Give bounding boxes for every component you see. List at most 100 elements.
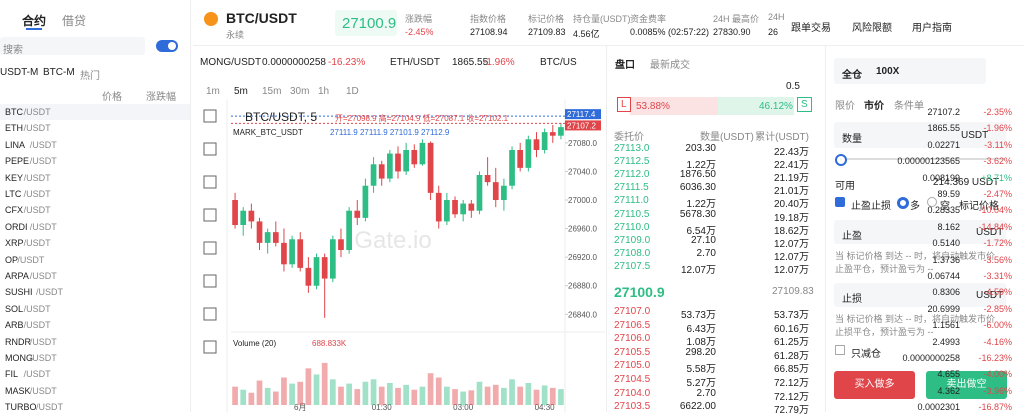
ask-qty: 27.10 [690, 234, 716, 246]
divider [193, 45, 1024, 46]
ask-qty: 1.22万 [686, 199, 716, 211]
qty-unit: USDT [961, 130, 989, 141]
radio[interactable] [927, 197, 937, 207]
chart-title: BTC/USDT, 5 [245, 110, 317, 124]
volume-bar [387, 383, 393, 405]
tab[interactable]: 盘口 [615, 60, 635, 71]
volume-bar [419, 386, 426, 405]
link[interactable]: 跟单交易 [791, 23, 831, 34]
bid-total: 61.25万 [773, 337, 809, 349]
candle-body [321, 257, 328, 279]
tab[interactable]: 条件单 [894, 101, 924, 112]
search-box[interactable] [0, 37, 145, 55]
trigger-type[interactable]: 标记价格 [959, 201, 999, 212]
unit: USDT [976, 227, 1004, 238]
timeframe[interactable]: 5m [234, 86, 248, 97]
volume-bar [460, 391, 467, 405]
ohlc: 开=27098.9 高=27104.9 低=27087.1 收=27102.1 [335, 113, 509, 123]
tp-label: 止盈 [842, 231, 862, 242]
short-pct: 46.12% [759, 101, 793, 112]
tab[interactable]: 热门 [80, 71, 100, 82]
qty-input[interactable] [834, 122, 1006, 148]
symbol: SUSHI [5, 287, 33, 298]
volume-bar [533, 389, 540, 405]
candle-body [411, 150, 418, 165]
symbol: ARPA [5, 271, 29, 281]
change: -14.84% [978, 221, 1012, 232]
stat-label: 资金费率 [630, 14, 667, 24]
slider-knob[interactable] [835, 154, 847, 166]
bid-total: 72.12万 [773, 391, 809, 403]
checkbox[interactable] [835, 197, 845, 207]
tab[interactable]: 市价 [864, 101, 884, 112]
timeframe[interactable]: 1D [346, 86, 359, 97]
volume-bar [501, 387, 507, 405]
volume-bar [492, 384, 499, 405]
timeframe[interactable]: 1h [318, 86, 330, 97]
volume-bar [329, 379, 336, 405]
link[interactable]: 用户指南 [912, 23, 952, 34]
slider[interactable] [840, 158, 1005, 160]
checkbox[interactable] [835, 345, 845, 355]
long-ratio-bar [630, 97, 718, 115]
change: -16.23% [978, 353, 1012, 363]
candle-body [501, 185, 507, 200]
bid-total: 72.12万 [773, 378, 809, 389]
buy-button[interactable]: 买入做多 [834, 371, 915, 399]
tab[interactable]: 合约 [22, 14, 47, 28]
volume-bar [476, 381, 483, 405]
link[interactable]: 风险限额 [852, 23, 892, 34]
ask-total: 12.07万 [773, 264, 809, 276]
long-pct: 53.88% [636, 101, 670, 112]
row-highlight [0, 104, 190, 120]
candle-body [492, 182, 499, 200]
step-select[interactable]: 0.5 [786, 81, 800, 92]
candle-body [305, 267, 312, 286]
candle-body [313, 257, 320, 286]
volume-bar [558, 389, 564, 405]
y-tick-label: 26840.0 [568, 310, 597, 319]
bid-price: 27103.5 [614, 401, 651, 413]
volume-bar [541, 385, 548, 405]
ask-total: 12.07万 [773, 251, 809, 263]
radio[interactable] [897, 197, 909, 209]
radio-label: 多 [910, 201, 920, 212]
ask-price: 27109.0 [614, 234, 651, 246]
chart-tab: ETH/USDT [390, 57, 440, 68]
sl-input[interactable] [834, 283, 1006, 307]
candle-body [387, 153, 393, 179]
tab[interactable]: 最新成交 [650, 60, 690, 71]
chart-tab: BTC/US [540, 57, 577, 68]
tp-input[interactable] [834, 220, 1006, 244]
timeframe[interactable]: 1m [206, 86, 220, 97]
timeframe[interactable]: 30m [290, 86, 310, 97]
candle-body [281, 242, 287, 265]
symbol: ETH [5, 123, 23, 134]
volume-name: Volume (20) [233, 339, 276, 348]
ask-total: 12.07万 [773, 238, 809, 250]
candle-body [272, 232, 279, 243]
tab[interactable]: BTC-M [43, 67, 75, 78]
quote: /USDT [23, 303, 51, 314]
symbol[interactable]: BTC/USDT [226, 10, 297, 26]
mark-name: MARK_BTC_USDT [233, 128, 303, 137]
book-last-price: 27100.9 [614, 284, 665, 300]
column-header: 数量(USDT) [700, 132, 754, 143]
price: 0.8306 [932, 287, 960, 298]
leverage-select[interactable] [834, 58, 986, 84]
timeframe[interactable]: 15m [262, 86, 282, 97]
tab[interactable]: 借贷 [62, 14, 87, 28]
quote: /USDT [23, 189, 51, 199]
candle-body [338, 239, 344, 250]
y-tick-label: 27000.0 [568, 196, 597, 205]
tab[interactable]: USDT-M [0, 67, 39, 78]
volume-bar [411, 389, 418, 405]
radio-label: 空 [940, 201, 950, 212]
tpsl-label: 止盈止损 [851, 201, 891, 212]
stat-label: 涨跌幅 [405, 14, 433, 24]
candle-body [232, 200, 238, 225]
sell-button[interactable]: 卖出做空 [926, 371, 1007, 399]
tab[interactable]: 限价 [835, 101, 855, 112]
contract-type: 永续 [226, 30, 245, 40]
candle-body [362, 185, 369, 218]
